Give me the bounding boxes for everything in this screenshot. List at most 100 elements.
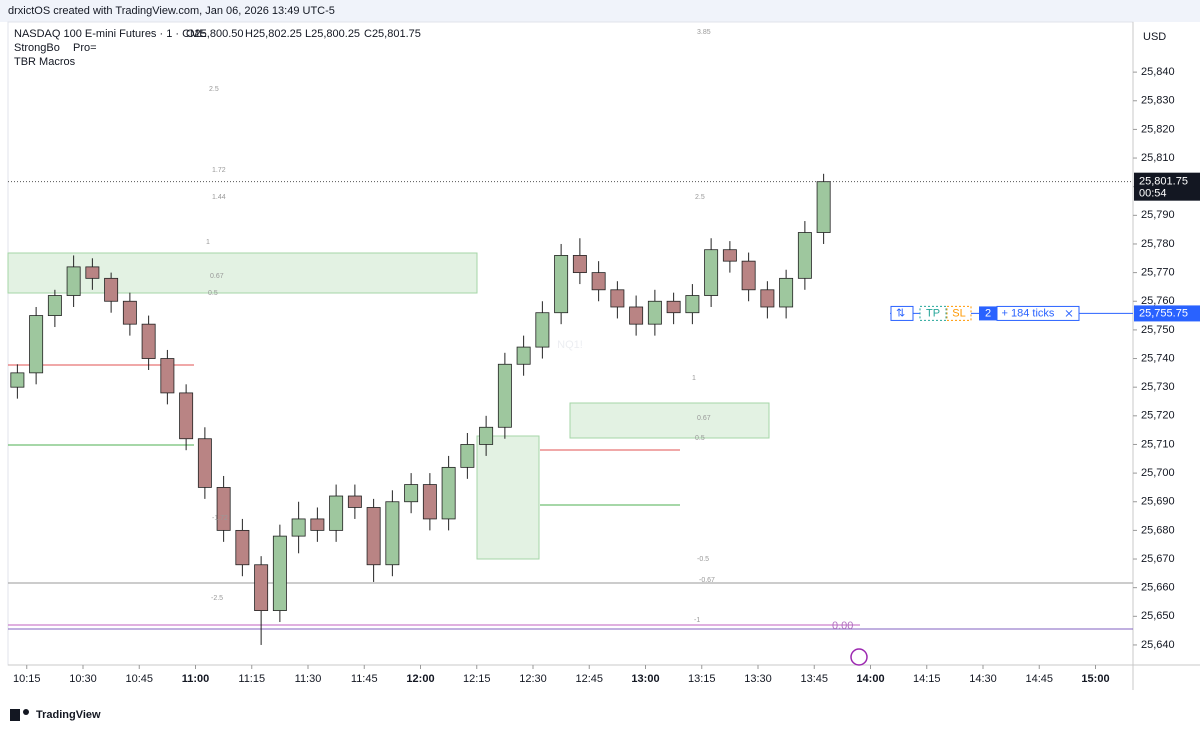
y-tick-label: 25,750 (1141, 324, 1175, 336)
x-tick-label: 10:30 (69, 673, 97, 685)
y-tick-label: 25,810 (1141, 152, 1175, 164)
fib-label: 1.44 (212, 194, 226, 201)
symbol: NASDAQ 100 E-mini Futures · 1 · CME (14, 28, 207, 40)
candle-body (179, 392, 194, 440)
x-tick-label: 12:15 (463, 673, 491, 685)
fib-label: 1 (692, 375, 696, 382)
x-tick-label: 11:30 (295, 673, 322, 685)
alert-icon[interactable] (850, 648, 868, 666)
logo-mark (23, 709, 29, 715)
order-button[interactable] (890, 305, 914, 321)
candle-body (85, 266, 100, 279)
qty-box (979, 306, 997, 321)
credit: drxictOS created with TradingView.com, J… (8, 5, 335, 17)
close-icon[interactable] (1065, 310, 1073, 317)
fib-label: 1.72 (212, 167, 226, 174)
candle-body (816, 181, 831, 233)
credit-bar (0, 0, 1200, 22)
chart (10, 173, 831, 645)
fib-label: -2.5 (211, 595, 223, 602)
y-tick-label: 25,790 (1141, 209, 1175, 221)
x-tick-label: 13:30 (744, 673, 772, 685)
x-tick-label: 13:45 (800, 673, 828, 685)
candle-body (554, 255, 569, 314)
sl-button[interactable] (946, 305, 972, 321)
fib-label: -1.72 (212, 515, 228, 522)
indicator[interactable]: StrongBo (14, 42, 60, 54)
candle-body (591, 272, 606, 291)
x-tick-label: 13:00 (631, 673, 659, 685)
x-tick-label: 14:15 (913, 673, 941, 685)
y-tick-label: 25,720 (1141, 410, 1175, 422)
candle-body (610, 289, 625, 308)
candle-body (441, 466, 456, 520)
candle-body (216, 487, 231, 531)
x-tick-label: 13:15 (688, 673, 716, 685)
fib-label: 0.67 (210, 273, 224, 280)
countdown: 00:54 (1139, 188, 1167, 200)
x-tick-label: 12:45 (575, 673, 603, 685)
x-tick-label: 14:45 (1025, 673, 1053, 685)
ohlc-low: L25,800.25 (305, 28, 360, 40)
fib-label: 0.5 (695, 435, 705, 442)
candle-body (741, 260, 756, 291)
candle-body (666, 300, 681, 314)
sl-label: SL (952, 307, 965, 319)
candle-body (385, 501, 400, 566)
y-tick-label: 25,740 (1141, 352, 1175, 364)
y-tick-label: 25,710 (1141, 438, 1175, 450)
qty-label: 2 (985, 307, 991, 319)
tp-button[interactable] (919, 305, 947, 321)
candle-body (572, 255, 587, 274)
candle-body (535, 312, 550, 348)
y-tick-label: 25,670 (1141, 553, 1175, 565)
y-tick-label: 25,780 (1141, 238, 1175, 250)
candle-body (629, 306, 644, 325)
x-tick-label: 10:45 (125, 673, 153, 685)
candle-body (722, 249, 737, 262)
candle-body (704, 249, 719, 296)
y-tick-label: 25,770 (1141, 267, 1175, 279)
candle-body (272, 535, 287, 611)
y-tick-label: 25,640 (1141, 639, 1175, 651)
last-price-tag (1134, 172, 1200, 201)
candle-body (685, 295, 700, 314)
candle-body (347, 495, 362, 508)
candle-body (760, 289, 775, 308)
candle-body (122, 300, 137, 325)
y-tick-label: 25,840 (1141, 66, 1175, 78)
x-tick-label: 10:15 (13, 673, 41, 685)
brand: TradingView (36, 709, 101, 721)
candle-body (197, 438, 212, 488)
x-tick-label: 12:00 (406, 673, 434, 685)
order-price-tag (1134, 305, 1200, 322)
candle-body (479, 426, 494, 445)
candle-body (460, 444, 475, 468)
candle-body (647, 300, 662, 325)
tp-label: TP (926, 307, 940, 319)
y-tick-label: 25,820 (1141, 123, 1175, 135)
logo-mark (10, 709, 20, 721)
candle-body (66, 266, 81, 296)
y-tick-label: 25,660 (1141, 582, 1175, 594)
indicator[interactable]: Pro= (73, 42, 97, 54)
candle-body (516, 346, 531, 365)
fib-label: 0.67 (697, 415, 711, 422)
candle-body (366, 507, 381, 566)
x-tick-label: 11:45 (351, 673, 378, 685)
candle-body (779, 277, 794, 308)
x-tick-label: 12:30 (519, 673, 547, 685)
indicator[interactable]: TBR Macros (14, 56, 76, 68)
ohlc-high: H25,802.25 (245, 28, 302, 40)
fib-label: 3.85 (697, 29, 711, 36)
fib-label: -0.5 (697, 556, 709, 563)
x-tick-label: 14:00 (856, 673, 884, 685)
candle-body (104, 277, 119, 302)
fib-label: -1 (694, 617, 700, 624)
candle-body (404, 484, 419, 503)
footer (0, 690, 1200, 740)
candle-body (797, 232, 812, 279)
y-tick-label: 25,650 (1141, 610, 1175, 622)
